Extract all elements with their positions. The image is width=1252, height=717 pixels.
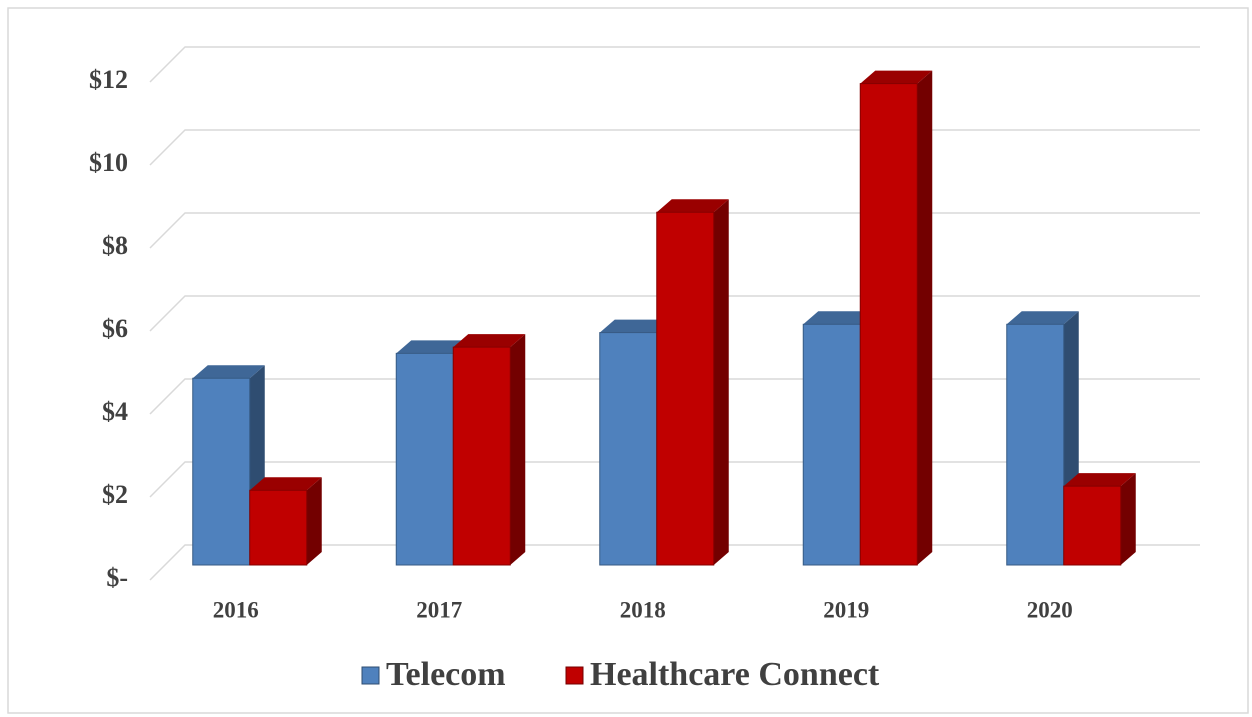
bar-side bbox=[1120, 473, 1136, 565]
y-tick-label: $4 bbox=[102, 397, 128, 426]
legend-label: Telecom bbox=[386, 656, 506, 693]
bar-side bbox=[510, 334, 526, 565]
x-tick-label: 2016 bbox=[213, 597, 259, 622]
bar-front bbox=[192, 377, 251, 566]
bar-top bbox=[599, 319, 672, 333]
bar-front bbox=[249, 489, 308, 566]
bar-front bbox=[859, 83, 918, 566]
legend: Telecom Healthcare Connect bbox=[361, 656, 880, 693]
bar-side bbox=[713, 199, 729, 565]
bar-top bbox=[1063, 473, 1136, 487]
bar bbox=[1063, 473, 1136, 566]
y-tick-label: $6 bbox=[102, 314, 128, 343]
y-tick-label: $2 bbox=[102, 480, 128, 509]
bar-front bbox=[1063, 485, 1122, 566]
bars bbox=[192, 70, 1136, 566]
legend-swatch bbox=[565, 666, 584, 685]
bar-top bbox=[860, 70, 933, 84]
bar-top bbox=[1006, 311, 1079, 325]
legend-swatch bbox=[361, 666, 380, 685]
y-tick-label: $- bbox=[106, 563, 128, 592]
bar-front bbox=[802, 323, 861, 566]
bar bbox=[452, 334, 526, 566]
bar-top bbox=[192, 365, 265, 379]
y-tick-label: $10 bbox=[89, 148, 128, 177]
bar-front bbox=[599, 332, 658, 566]
bar-top bbox=[803, 311, 876, 325]
bar-front bbox=[452, 346, 511, 566]
grid-line bbox=[149, 46, 1200, 83]
bar bbox=[859, 70, 933, 566]
x-tick-label: 2017 bbox=[416, 597, 462, 622]
bar-top bbox=[396, 340, 469, 354]
bar bbox=[249, 477, 322, 566]
y-tick-label: $8 bbox=[102, 231, 128, 260]
x-tick-label: 2020 bbox=[1027, 597, 1073, 622]
bar-front bbox=[395, 352, 454, 566]
legend-item: Healthcare Connect bbox=[565, 656, 880, 693]
bar-top bbox=[249, 477, 322, 491]
bar-top bbox=[453, 334, 526, 348]
bar bbox=[656, 199, 729, 566]
bar-front bbox=[656, 211, 715, 566]
bar-front bbox=[1006, 323, 1065, 566]
bar bbox=[599, 319, 672, 566]
y-tick-label: $12 bbox=[89, 65, 128, 94]
labels: $- $2 $4 $6 $8 $10 $12 2016 2017 2018 2019 2020 bbox=[89, 65, 1073, 622]
x-tick-label: 2019 bbox=[823, 597, 869, 622]
x-tick-label: 2018 bbox=[620, 597, 666, 622]
bar-side bbox=[306, 477, 322, 565]
bar-top bbox=[656, 199, 729, 213]
legend-label: Healthcare Connect bbox=[590, 656, 880, 693]
legend-item: Telecom bbox=[361, 656, 506, 693]
bar-side bbox=[917, 70, 933, 565]
